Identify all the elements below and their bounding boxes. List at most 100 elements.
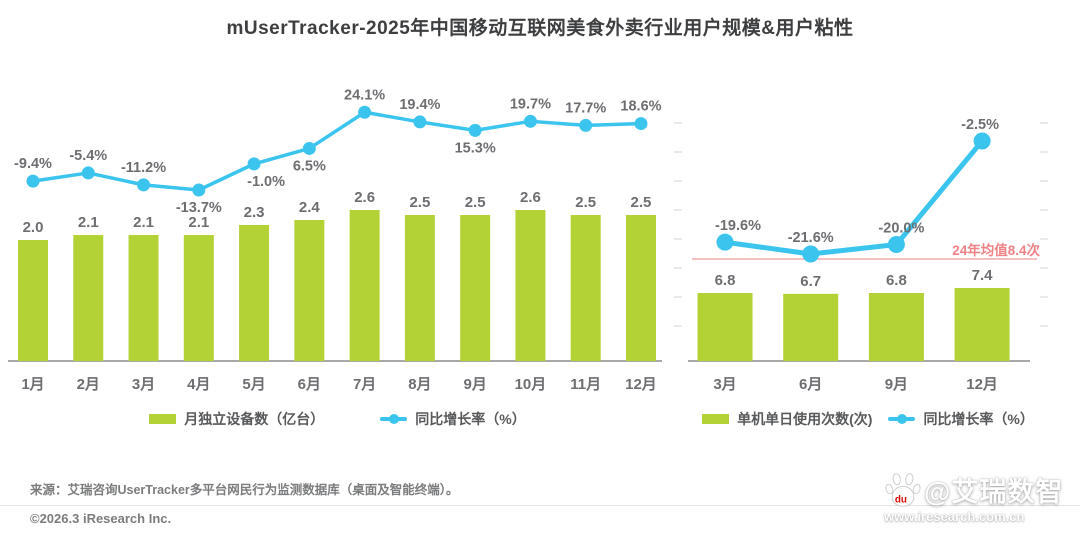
bar-value-label: 2.5 [575, 194, 596, 211]
category-label: 8月 [408, 376, 431, 393]
line-marker-icon [389, 414, 400, 424]
line-value-label: 6.5% [293, 158, 326, 174]
baidu-paw-icon: du [885, 472, 921, 507]
chart-title: mUserTracker-2025年中国移动互联网美食外卖行业用户规模&用户粘性 [226, 18, 854, 39]
bar-value-label: 6.7 [800, 273, 821, 290]
legend-label-usage: 单机单日使用次数(次) [737, 411, 873, 427]
bar [460, 215, 491, 361]
source-note: 来源：艾瑞咨询UserTracker多平台网民行为监测数据库（桌面及智能终端）。 [30, 483, 459, 497]
bar [18, 240, 48, 361]
bar [954, 288, 1010, 361]
line-value-label: -19.6% [715, 218, 761, 234]
bar-value-label: 6.8 [715, 272, 736, 289]
bar-value-label: 2.4 [299, 199, 321, 216]
svg-text:du: du [895, 494, 907, 505]
watermark: du @艾瑞数智 www.iresearch.com.cn [884, 470, 1074, 524]
line-point [247, 157, 261, 171]
bar [697, 293, 753, 361]
legend-label-growth: 同比增长率（%） [923, 411, 1034, 427]
watermark-row: du @艾瑞数智 [884, 470, 1074, 509]
legend-item-growth: 同比增长率（%） [888, 409, 1034, 429]
footer-divider [0, 505, 1080, 506]
bar [128, 235, 159, 361]
category-label: 6月 [298, 376, 321, 393]
line-value-label: -11.2% [121, 160, 166, 176]
line-marker-icon [897, 414, 908, 424]
category-label: 3月 [132, 376, 155, 393]
category-label: 9月 [885, 376, 908, 393]
line-value-label: -21.6% [788, 230, 834, 246]
line-value-label: 17.7% [565, 100, 606, 116]
bar-value-label: 2.1 [188, 214, 209, 231]
bar-value-label: 2.5 [631, 194, 652, 211]
watermark-brand-text: @艾瑞数智 [924, 477, 1064, 507]
line-point [137, 178, 151, 192]
line-value-label: -2.5% [961, 117, 999, 133]
bar-value-label: 2.1 [133, 214, 154, 231]
line-point [468, 123, 482, 137]
category-label: 1月 [21, 376, 44, 393]
legend-label-devices: 月独立设备数（亿台） [184, 411, 325, 427]
growth-line [31, 110, 643, 192]
category-label: 11月 [570, 376, 601, 393]
line-value-label: -5.4% [69, 148, 107, 164]
bar-value-label: 2.0 [23, 219, 44, 236]
line-value-label: 19.7% [510, 96, 551, 112]
line-series-swatch [888, 414, 916, 424]
line-value-label: -13.7% [176, 200, 222, 216]
legend-label-growth: 同比增长率（%） [415, 411, 526, 427]
bar [294, 220, 325, 361]
line-point [634, 117, 648, 131]
line-point [302, 141, 316, 155]
bar-value-label: 2.5 [409, 194, 430, 211]
category-label: 6月 [799, 376, 822, 393]
bar-series-swatch [149, 414, 177, 424]
line-value-label: 24.1% [344, 87, 385, 103]
bar [515, 210, 546, 361]
bar-value-label: 2.6 [354, 189, 375, 206]
bar [783, 293, 839, 361]
legend-item-devices: 月独立设备数（亿台） [149, 409, 324, 429]
legend-right-chart: 单机单日使用次数(次) 同比增长率（%） [672, 409, 1064, 429]
bar-value-label: 2.1 [78, 214, 99, 231]
line-point [81, 166, 95, 180]
bar [868, 293, 924, 361]
line-series-swatch [380, 414, 408, 424]
growth-line [722, 138, 985, 257]
bar-value-label: 2.3 [244, 204, 265, 221]
bar [73, 235, 104, 361]
bar [570, 215, 601, 361]
bar-value-label: 2.5 [465, 194, 486, 211]
watermark-url: www.iresearch.com.cn [884, 509, 1025, 524]
bar-value-label: 7.4 [972, 267, 994, 284]
line-point [358, 105, 372, 119]
line-point [26, 174, 40, 188]
line-point [579, 118, 593, 132]
bar [404, 215, 435, 361]
line-value-label: -9.4% [14, 156, 52, 172]
category-label: 9月 [463, 376, 486, 393]
line-value-label: -1.0% [247, 174, 285, 190]
line-point [716, 233, 734, 251]
bar-series-swatch [702, 414, 730, 424]
legend-item-growth: 同比增长率（%） [380, 409, 526, 429]
line-value-label: 15.3% [455, 140, 496, 156]
line-point [973, 132, 991, 150]
category-label: 10月 [515, 376, 547, 393]
line-value-label: 19.4% [399, 97, 440, 113]
category-label: 5月 [242, 376, 265, 393]
category-label: 12月 [625, 376, 657, 393]
category-label: 2月 [77, 376, 100, 393]
bar-value-label: 2.6 [520, 189, 541, 206]
category-label: 7月 [353, 376, 376, 393]
line-point [192, 183, 206, 197]
average-annotation-label: 24年均值8.4次 [952, 242, 1040, 258]
category-label: 4月 [187, 376, 210, 393]
bar [239, 225, 270, 361]
legend-left-chart: 月独立设备数（亿台） 同比增长率（%） [10, 409, 665, 429]
line-point [523, 114, 537, 128]
line-point [802, 245, 820, 263]
legend-item-usage: 单机单日使用次数(次) [702, 409, 872, 429]
